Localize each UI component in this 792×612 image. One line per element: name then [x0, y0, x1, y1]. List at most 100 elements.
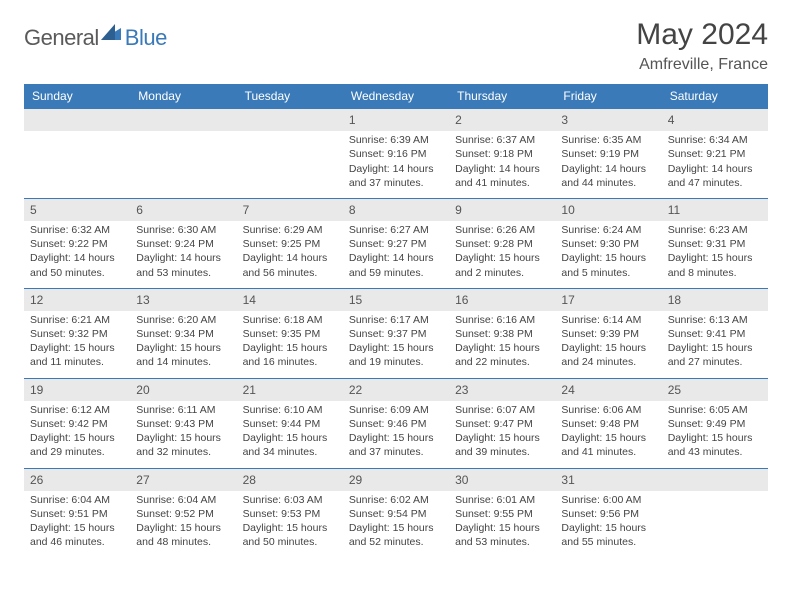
day-line-set: Sunset: 9:42 PM: [30, 417, 124, 431]
day-line-dl2: and 24 minutes.: [561, 355, 655, 369]
day-line-rise: Sunrise: 6:30 AM: [136, 223, 230, 237]
day-number: 16: [449, 289, 555, 311]
day-line-dl2: and 48 minutes.: [136, 535, 230, 549]
day-line-set: Sunset: 9:55 PM: [455, 507, 549, 521]
week-row: 5Sunrise: 6:32 AMSunset: 9:22 PMDaylight…: [24, 198, 768, 288]
day-body: Sunrise: 6:39 AMSunset: 9:16 PMDaylight:…: [343, 131, 449, 198]
day-line-rise: Sunrise: 6:06 AM: [561, 403, 655, 417]
day-line-dl2: and 53 minutes.: [136, 266, 230, 280]
day-body: Sunrise: 6:30 AMSunset: 9:24 PMDaylight:…: [130, 221, 236, 288]
day-line-rise: Sunrise: 6:34 AM: [668, 133, 762, 147]
day-cell: 10Sunrise: 6:24 AMSunset: 9:30 PMDayligh…: [555, 198, 661, 288]
day-number: 10: [555, 199, 661, 221]
day-body: Sunrise: 6:18 AMSunset: 9:35 PMDaylight:…: [237, 311, 343, 378]
day-cell: [237, 109, 343, 199]
day-line-rise: Sunrise: 6:20 AM: [136, 313, 230, 327]
day-line-rise: Sunrise: 6:12 AM: [30, 403, 124, 417]
day-header-row: Sunday Monday Tuesday Wednesday Thursday…: [24, 84, 768, 109]
day-number: 24: [555, 379, 661, 401]
day-line-rise: Sunrise: 6:13 AM: [668, 313, 762, 327]
day-line-dl1: Daylight: 15 hours: [455, 431, 549, 445]
day-cell: 27Sunrise: 6:04 AMSunset: 9:52 PMDayligh…: [130, 468, 236, 557]
day-body: Sunrise: 6:37 AMSunset: 9:18 PMDaylight:…: [449, 131, 555, 198]
day-number: 11: [662, 199, 768, 221]
day-body-empty: [24, 131, 130, 193]
day-number: 5: [24, 199, 130, 221]
day-cell: 26Sunrise: 6:04 AMSunset: 9:51 PMDayligh…: [24, 468, 130, 557]
day-line-dl1: Daylight: 15 hours: [136, 431, 230, 445]
week-row: 19Sunrise: 6:12 AMSunset: 9:42 PMDayligh…: [24, 378, 768, 468]
day-line-set: Sunset: 9:18 PM: [455, 147, 549, 161]
day-number: 21: [237, 379, 343, 401]
day-line-rise: Sunrise: 6:18 AM: [243, 313, 337, 327]
day-line-set: Sunset: 9:39 PM: [561, 327, 655, 341]
day-number: 8: [343, 199, 449, 221]
day-cell: [24, 109, 130, 199]
brand-part2: Blue: [125, 25, 167, 51]
day-line-dl2: and 44 minutes.: [561, 176, 655, 190]
dayhead-tue: Tuesday: [237, 84, 343, 109]
dayhead-thu: Thursday: [449, 84, 555, 109]
day-line-dl2: and 19 minutes.: [349, 355, 443, 369]
day-cell: 5Sunrise: 6:32 AMSunset: 9:22 PMDaylight…: [24, 198, 130, 288]
day-number-empty: [237, 109, 343, 131]
day-number-empty: [130, 109, 236, 131]
day-body: Sunrise: 6:09 AMSunset: 9:46 PMDaylight:…: [343, 401, 449, 468]
day-number: 31: [555, 469, 661, 491]
day-line-dl2: and 14 minutes.: [136, 355, 230, 369]
day-cell: [662, 468, 768, 557]
day-line-dl2: and 55 minutes.: [561, 535, 655, 549]
day-line-dl2: and 41 minutes.: [561, 445, 655, 459]
day-body: Sunrise: 6:01 AMSunset: 9:55 PMDaylight:…: [449, 491, 555, 558]
day-line-set: Sunset: 9:28 PM: [455, 237, 549, 251]
day-line-dl1: Daylight: 15 hours: [243, 341, 337, 355]
dayhead-sat: Saturday: [662, 84, 768, 109]
day-line-dl2: and 41 minutes.: [455, 176, 549, 190]
day-body: Sunrise: 6:34 AMSunset: 9:21 PMDaylight:…: [662, 131, 768, 198]
day-number: 18: [662, 289, 768, 311]
day-line-set: Sunset: 9:21 PM: [668, 147, 762, 161]
day-line-dl2: and 5 minutes.: [561, 266, 655, 280]
day-line-dl1: Daylight: 15 hours: [349, 431, 443, 445]
week-row: 12Sunrise: 6:21 AMSunset: 9:32 PMDayligh…: [24, 288, 768, 378]
day-line-set: Sunset: 9:31 PM: [668, 237, 762, 251]
day-number: 17: [555, 289, 661, 311]
day-cell: 2Sunrise: 6:37 AMSunset: 9:18 PMDaylight…: [449, 109, 555, 199]
day-line-set: Sunset: 9:51 PM: [30, 507, 124, 521]
day-line-dl1: Daylight: 15 hours: [349, 341, 443, 355]
day-number: 1: [343, 109, 449, 131]
day-body: Sunrise: 6:29 AMSunset: 9:25 PMDaylight:…: [237, 221, 343, 288]
page: General Blue May 2024 Amfreville, France…: [0, 0, 792, 575]
day-line-set: Sunset: 9:43 PM: [136, 417, 230, 431]
day-cell: 16Sunrise: 6:16 AMSunset: 9:38 PMDayligh…: [449, 288, 555, 378]
day-cell: 11Sunrise: 6:23 AMSunset: 9:31 PMDayligh…: [662, 198, 768, 288]
day-line-dl1: Daylight: 14 hours: [30, 251, 124, 265]
day-number: 29: [343, 469, 449, 491]
day-line-set: Sunset: 9:48 PM: [561, 417, 655, 431]
day-line-dl1: Daylight: 15 hours: [136, 341, 230, 355]
month-title: May 2024: [636, 18, 768, 52]
day-number-empty: [24, 109, 130, 131]
day-line-set: Sunset: 9:25 PM: [243, 237, 337, 251]
day-line-rise: Sunrise: 6:17 AM: [349, 313, 443, 327]
day-line-dl1: Daylight: 14 hours: [561, 162, 655, 176]
day-line-rise: Sunrise: 6:23 AM: [668, 223, 762, 237]
day-body: Sunrise: 6:11 AMSunset: 9:43 PMDaylight:…: [130, 401, 236, 468]
day-line-set: Sunset: 9:24 PM: [136, 237, 230, 251]
day-cell: 8Sunrise: 6:27 AMSunset: 9:27 PMDaylight…: [343, 198, 449, 288]
day-body: Sunrise: 6:23 AMSunset: 9:31 PMDaylight:…: [662, 221, 768, 288]
day-line-rise: Sunrise: 6:26 AM: [455, 223, 549, 237]
day-body: Sunrise: 6:12 AMSunset: 9:42 PMDaylight:…: [24, 401, 130, 468]
day-number: 30: [449, 469, 555, 491]
day-line-dl1: Daylight: 14 hours: [668, 162, 762, 176]
day-line-dl1: Daylight: 15 hours: [243, 521, 337, 535]
dayhead-sun: Sunday: [24, 84, 130, 109]
day-line-dl1: Daylight: 15 hours: [455, 521, 549, 535]
day-cell: 20Sunrise: 6:11 AMSunset: 9:43 PMDayligh…: [130, 378, 236, 468]
day-line-rise: Sunrise: 6:29 AM: [243, 223, 337, 237]
day-cell: 28Sunrise: 6:03 AMSunset: 9:53 PMDayligh…: [237, 468, 343, 557]
day-line-set: Sunset: 9:54 PM: [349, 507, 443, 521]
day-line-rise: Sunrise: 6:35 AM: [561, 133, 655, 147]
day-number: 25: [662, 379, 768, 401]
brand-icon: [101, 24, 121, 45]
